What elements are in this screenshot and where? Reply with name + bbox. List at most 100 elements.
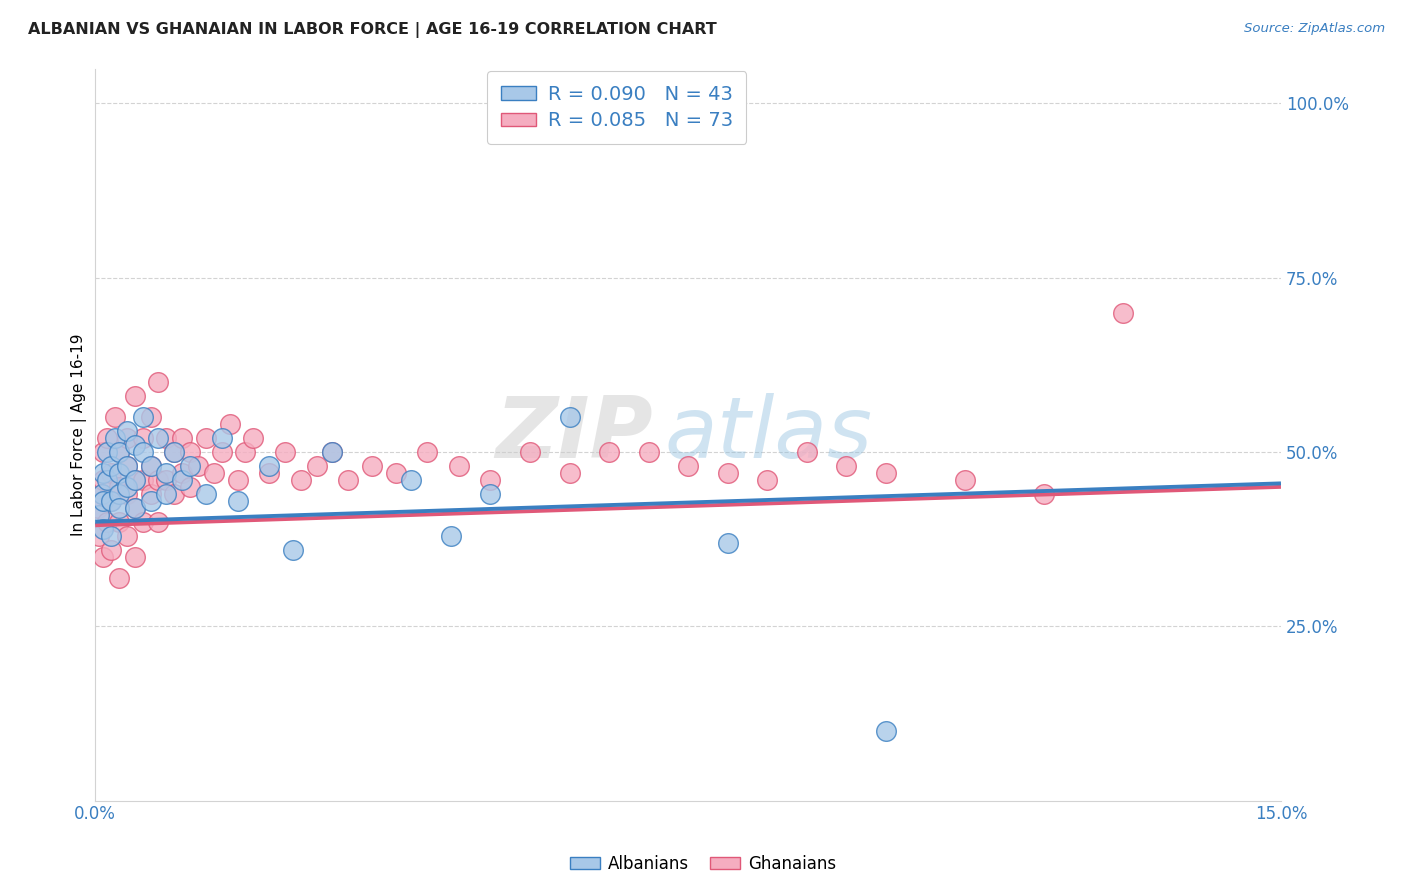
Point [91,445,114,459]
Text: ZIP: ZIP [495,393,652,476]
Point [124,473,146,487]
Point [90,487,112,501]
Point [124,473,146,487]
Point [124,389,146,403]
Point [179,458,201,473]
Point [676,458,699,473]
Point [86,500,108,515]
Point [163,445,186,459]
Point [875,466,897,480]
Point [115,431,138,445]
Point [226,493,249,508]
Point [100,493,122,508]
Point [717,466,740,480]
Point [108,515,131,529]
Point [115,458,138,473]
Point [257,466,280,480]
Point [115,458,138,473]
Point [1032,487,1054,501]
Point [305,458,328,473]
Point [131,445,153,459]
Point [96,431,118,445]
Point [194,487,217,501]
Point [91,493,114,508]
Point [131,515,153,529]
Point [290,473,312,487]
Point [321,445,343,459]
Point [558,466,581,480]
Point [96,445,118,459]
Point [148,431,170,445]
Point [124,549,146,564]
Point [100,493,122,508]
Point [187,458,209,473]
Text: atlas: atlas [665,393,872,476]
Point [519,445,541,459]
Point [108,487,131,501]
Point [179,445,201,459]
Point [115,424,138,438]
Point [226,473,249,487]
Point [172,473,194,487]
Point [115,487,138,501]
Point [91,466,114,480]
Point [108,500,131,515]
Point [953,473,976,487]
Point [155,487,177,501]
Point [211,431,233,445]
Point [360,458,382,473]
Point [100,542,122,557]
Point [242,431,264,445]
Point [91,549,114,564]
Point [91,522,114,536]
Point [1112,305,1135,319]
Point [401,473,423,487]
Point [96,515,118,529]
Point [796,445,818,459]
Point [139,458,162,473]
Point [148,515,170,529]
Point [139,458,162,473]
Point [104,431,127,445]
Point [163,445,186,459]
Point [717,535,740,549]
Point [139,493,162,508]
Point [321,445,343,459]
Point [115,480,138,494]
Point [337,473,360,487]
Point [281,542,304,557]
Point [100,458,122,473]
Point [274,445,297,459]
Point [155,431,177,445]
Text: ALBANIAN VS GHANAIAN IN LABOR FORCE | AGE 16-19 CORRELATION CHART: ALBANIAN VS GHANAIAN IN LABOR FORCE | AG… [28,22,717,38]
Point [108,466,131,480]
Legend: R = 0.090   N = 43, R = 0.085   N = 73: R = 0.090 N = 43, R = 0.085 N = 73 [488,71,747,144]
Point [124,438,146,452]
Point [202,466,225,480]
Point [90,487,112,501]
Point [108,445,131,459]
Point [558,410,581,425]
Point [172,431,194,445]
Point [104,410,127,425]
Point [108,570,131,584]
Y-axis label: In Labor Force | Age 16-19: In Labor Force | Age 16-19 [72,334,87,536]
Point [155,473,177,487]
Point [148,376,170,390]
Point [131,473,153,487]
Point [179,480,201,494]
Point [148,473,170,487]
Point [139,410,162,425]
Point [89,508,111,522]
Point [384,466,406,480]
Point [91,473,114,487]
Point [447,458,470,473]
Point [100,529,122,543]
Point [875,723,897,738]
Point [89,529,111,543]
Point [131,410,153,425]
Point [416,445,439,459]
Point [100,466,122,480]
Point [637,445,659,459]
Point [598,445,620,459]
